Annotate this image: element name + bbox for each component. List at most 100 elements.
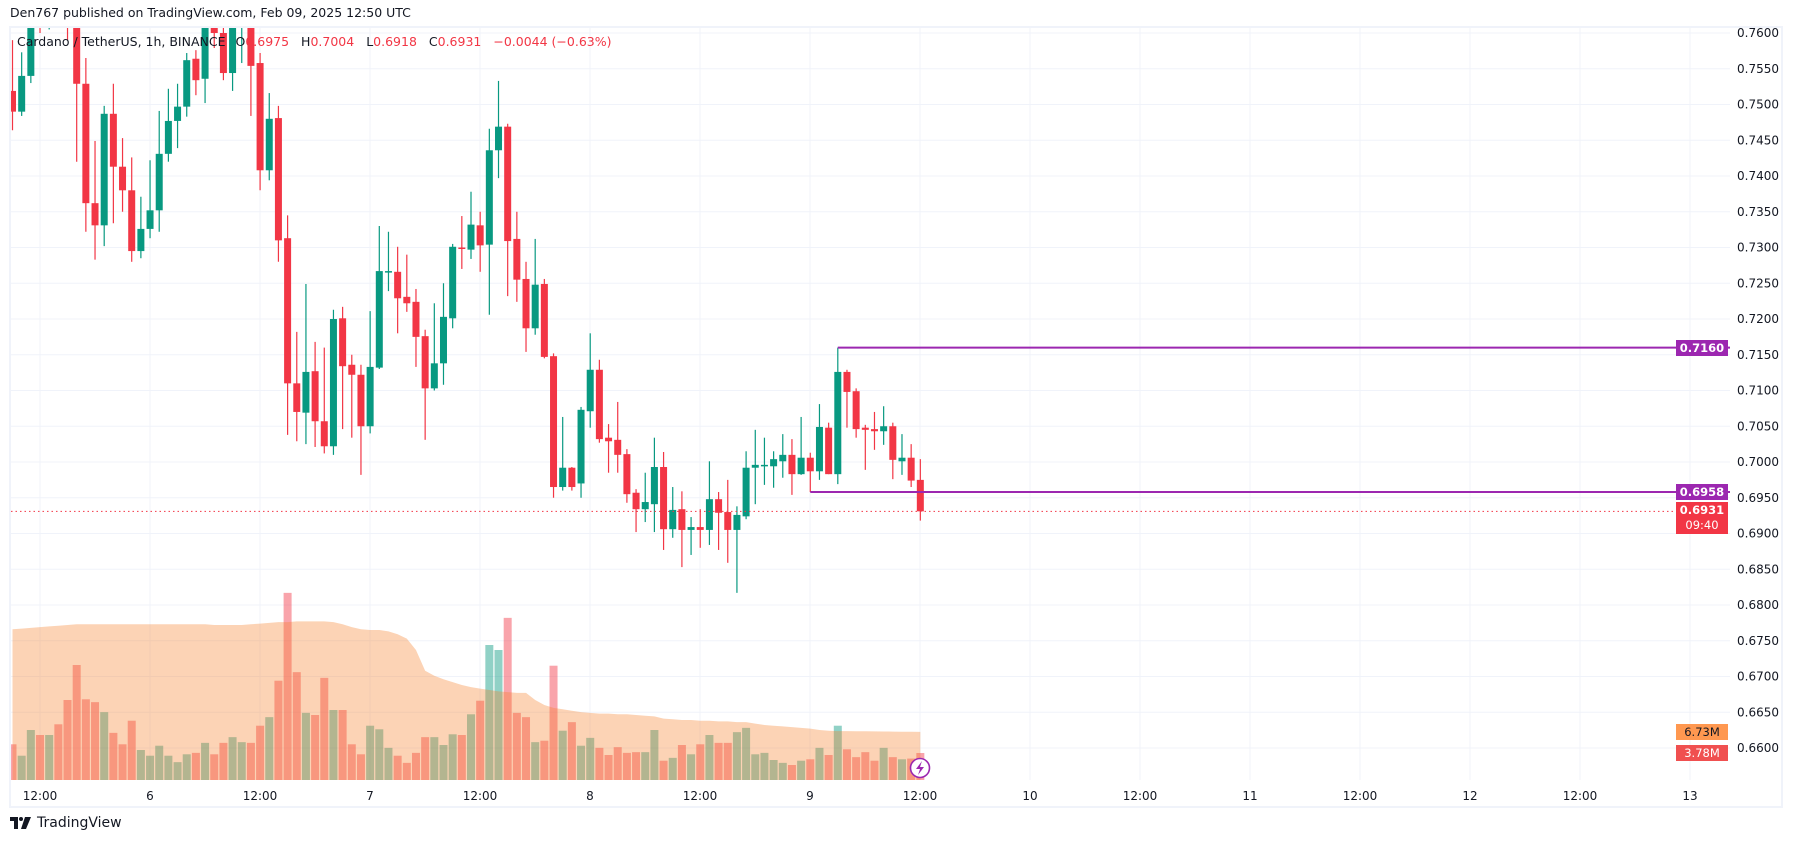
candle (64, 15, 71, 41)
candle-body (384, 271, 392, 273)
candle (916, 459, 924, 521)
candle (73, 28, 81, 162)
volume-bar (155, 745, 164, 780)
grid (11, 28, 1730, 780)
candle-body (696, 527, 704, 530)
volume-bar (540, 740, 549, 780)
candle-body (64, 15, 71, 20)
candle (394, 246, 402, 334)
candle-body (559, 467, 567, 488)
candle-body (834, 371, 842, 475)
plot-area[interactable] (9, 0, 1731, 780)
candle-body (742, 467, 750, 517)
candle-body (146, 210, 154, 229)
volume-bar (494, 650, 503, 780)
volume-bar (723, 742, 732, 780)
x-tick-label: 12:00 (683, 789, 718, 803)
candle (751, 429, 759, 505)
candle-body (540, 283, 548, 357)
volume-bar (485, 645, 494, 780)
candle-body (247, 28, 255, 66)
x-tick-label: 7 (366, 789, 374, 803)
candle-body (128, 190, 136, 252)
brand-name: TradingView (37, 815, 122, 831)
price-axis[interactable]: 0.7600 0.7550 0.7500 0.7450 0.7400 0.7350 0.73… (1737, 26, 1779, 755)
candle (485, 128, 493, 315)
candle-body (495, 126, 503, 151)
candle-body (238, 1, 245, 27)
candle-body (568, 467, 576, 488)
volume-bar (842, 749, 851, 780)
symbol-name[interactable]: Cardano / TetherUS, 1h, BINANCE (17, 34, 226, 49)
x-tick-label: 12:00 (463, 789, 498, 803)
volume-bar (118, 744, 127, 780)
candle (476, 211, 484, 272)
candle-body (715, 499, 723, 513)
candle-body (751, 464, 759, 468)
candle (274, 105, 282, 262)
candle (770, 451, 778, 488)
volume-bar (109, 732, 118, 780)
y-tick-label: 0.6850 (1737, 562, 1779, 576)
candle-body (11, 90, 16, 112)
volume-bar (457, 735, 466, 780)
volume-bar (558, 730, 567, 780)
candle (403, 254, 411, 312)
volume-bar (522, 717, 531, 780)
candle-body (577, 409, 585, 484)
candle-body (660, 467, 668, 530)
candle-body (109, 113, 117, 167)
candle (797, 416, 805, 475)
lightning-icon[interactable] (909, 757, 931, 779)
volume-bar (91, 702, 100, 780)
candle-body (788, 454, 796, 475)
volume-bar (54, 724, 63, 780)
y-tick-label: 0.6700 (1737, 670, 1779, 684)
candle (788, 439, 796, 495)
volume-bar (384, 747, 393, 780)
volume-bar (806, 759, 815, 780)
candle (568, 467, 576, 491)
candle-body (229, 28, 237, 74)
volume-bar (421, 737, 430, 780)
candle-body (705, 499, 713, 530)
candle-body (201, 28, 209, 79)
candle-body (586, 369, 594, 412)
candle-body (522, 278, 530, 329)
horizontal-lines[interactable] (11, 346, 1730, 512)
candle-body (650, 467, 658, 505)
x-tick-label: 10 (1022, 789, 1037, 803)
candle-body (449, 246, 457, 319)
candle (219, 28, 227, 81)
last-price-label: 0.6931 09:40 (1676, 502, 1728, 535)
y-tick-label: 0.7050 (1737, 419, 1779, 433)
candle (825, 422, 833, 475)
candle (430, 303, 438, 391)
x-tick-label: 13 (1682, 789, 1697, 803)
candle (128, 157, 136, 262)
volume-bar (595, 747, 604, 780)
candle-body (137, 228, 145, 252)
candle (531, 238, 539, 335)
candle-body (73, 28, 81, 84)
volume-bar (668, 757, 677, 780)
volume-bar (531, 742, 540, 780)
candle-body (916, 479, 924, 512)
volume-bar (659, 760, 668, 780)
candle-body (458, 247, 466, 249)
candle-body (91, 203, 99, 226)
volume-bar (274, 680, 283, 780)
candle-body (265, 118, 273, 171)
volume-bar (861, 752, 870, 780)
candle-body (485, 150, 493, 245)
time-axis[interactable]: 12:00 6 12:00 7 12:00 8 12:00 9 12:00 10 12:00 11 12… (23, 789, 1698, 803)
candle-body (55, 4, 62, 15)
tradingview-logo[interactable]: TradingView (10, 815, 122, 831)
volume-bar (696, 744, 705, 780)
x-tick-label: 12:00 (903, 789, 938, 803)
y-tick-label: 0.7000 (1737, 455, 1779, 469)
candle (137, 196, 145, 259)
candle-body (861, 427, 869, 430)
volume-bar (26, 730, 35, 780)
